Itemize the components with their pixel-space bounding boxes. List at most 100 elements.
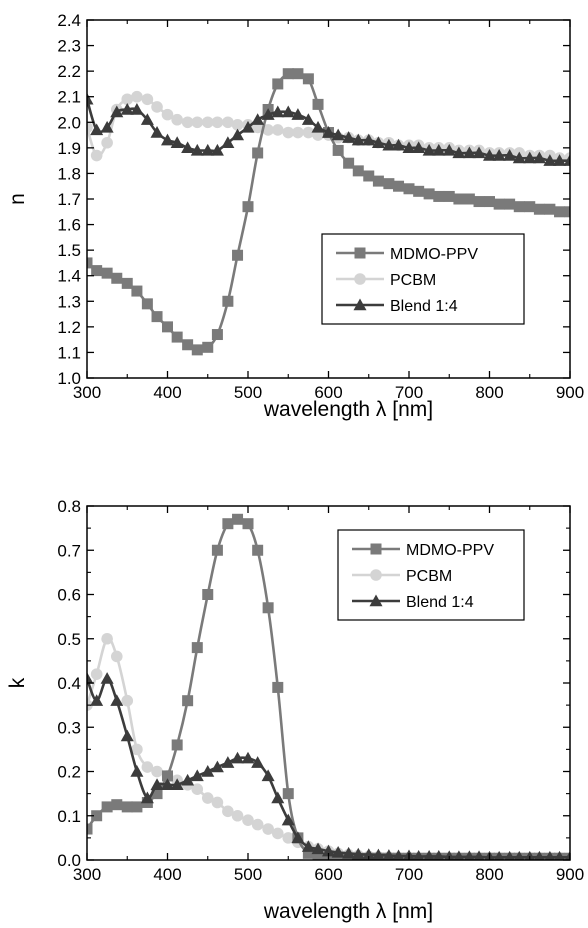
y-tick-label: 0.6 [57,586,81,605]
data-point [492,149,506,161]
data-point [111,799,123,811]
data-point [503,149,517,161]
data-point [463,193,475,205]
data-point [211,116,224,129]
data-point [241,751,255,764]
y-tick-label: 1.9 [57,139,81,158]
data-point [161,778,174,790]
data-point [462,146,476,159]
data-point [210,760,224,773]
data-point [533,203,545,215]
legend-entry: PCBM [336,272,436,289]
legend-marker [370,543,382,555]
data-point [161,108,174,121]
data-point [211,796,224,809]
data-point [554,850,565,860]
data-point [331,845,345,858]
data-point [242,201,254,213]
data-point [201,143,215,156]
data-point [162,321,173,333]
data-point [100,120,114,133]
data-point [363,170,375,182]
data-point [423,188,435,200]
y-tick-label: 0.5 [57,630,81,649]
data-point [331,128,345,141]
data-point [493,198,505,210]
legend-label: Blend 1:4 [406,594,474,611]
data-point [352,165,364,177]
data-point [564,206,570,218]
data-point [433,190,445,202]
x-tick-label: 500 [234,865,262,884]
legend-label: MDMO-PPV [390,246,478,263]
y-tick-label: 0.8 [57,497,81,516]
data-point [392,138,406,151]
data-point [473,196,485,208]
data-point [422,143,436,156]
data-point [494,850,505,860]
data-point [504,198,516,210]
data-point [242,518,254,530]
data-point [231,751,245,764]
data-point [232,513,244,525]
data-point [383,178,395,190]
data-point [443,190,455,202]
x-tick-label: 600 [314,865,342,884]
data-point [241,120,255,133]
data-point [242,814,254,826]
y-tick-label: 2.3 [57,37,81,56]
data-point [342,131,356,143]
legend-entry: Blend 1:4 [336,298,458,315]
x-tick-label: 800 [475,383,503,402]
y-tick-label: 2.2 [57,62,81,81]
data-point [231,809,244,822]
data-point [222,295,234,307]
data-point [262,124,274,136]
data-point [261,108,275,120]
y-axis-label: n [6,193,29,205]
legend-marker [353,298,367,311]
data-point [120,103,134,115]
data-point [282,832,295,844]
data-point [483,149,496,161]
y-tick-label: 1.4 [57,267,81,286]
data-point [351,847,365,860]
data-point [311,120,325,133]
data-point [101,632,113,645]
data-point [262,823,274,835]
data-point [140,791,154,804]
data-point [512,151,526,164]
data-point [181,141,195,154]
data-point [564,850,570,860]
data-point [271,105,285,118]
data-point [121,277,133,289]
data-point [151,101,163,113]
legend-label: MDMO-PPV [406,542,494,559]
data-point [342,846,356,859]
data-point [150,126,164,138]
data-point [432,143,446,156]
data-point [534,850,545,860]
y-tick-label: 0.1 [57,807,81,826]
data-point [87,257,93,269]
data-point [543,154,557,166]
data-point [182,695,194,707]
y-tick-label: 1.1 [57,343,81,362]
data-point [403,183,415,195]
data-point [301,840,315,852]
y-tick-label: 0.2 [57,763,81,782]
data-point [312,98,324,110]
data-point [87,121,93,134]
data-point [453,850,465,860]
data-point [393,180,405,192]
data-point [312,852,324,860]
legend-marker [370,569,382,581]
data-point [472,146,486,159]
data-point [251,113,265,125]
data-point [171,739,183,751]
data-point [130,765,144,777]
data-point [201,116,214,129]
data-point [171,113,183,126]
data-point [322,126,335,138]
